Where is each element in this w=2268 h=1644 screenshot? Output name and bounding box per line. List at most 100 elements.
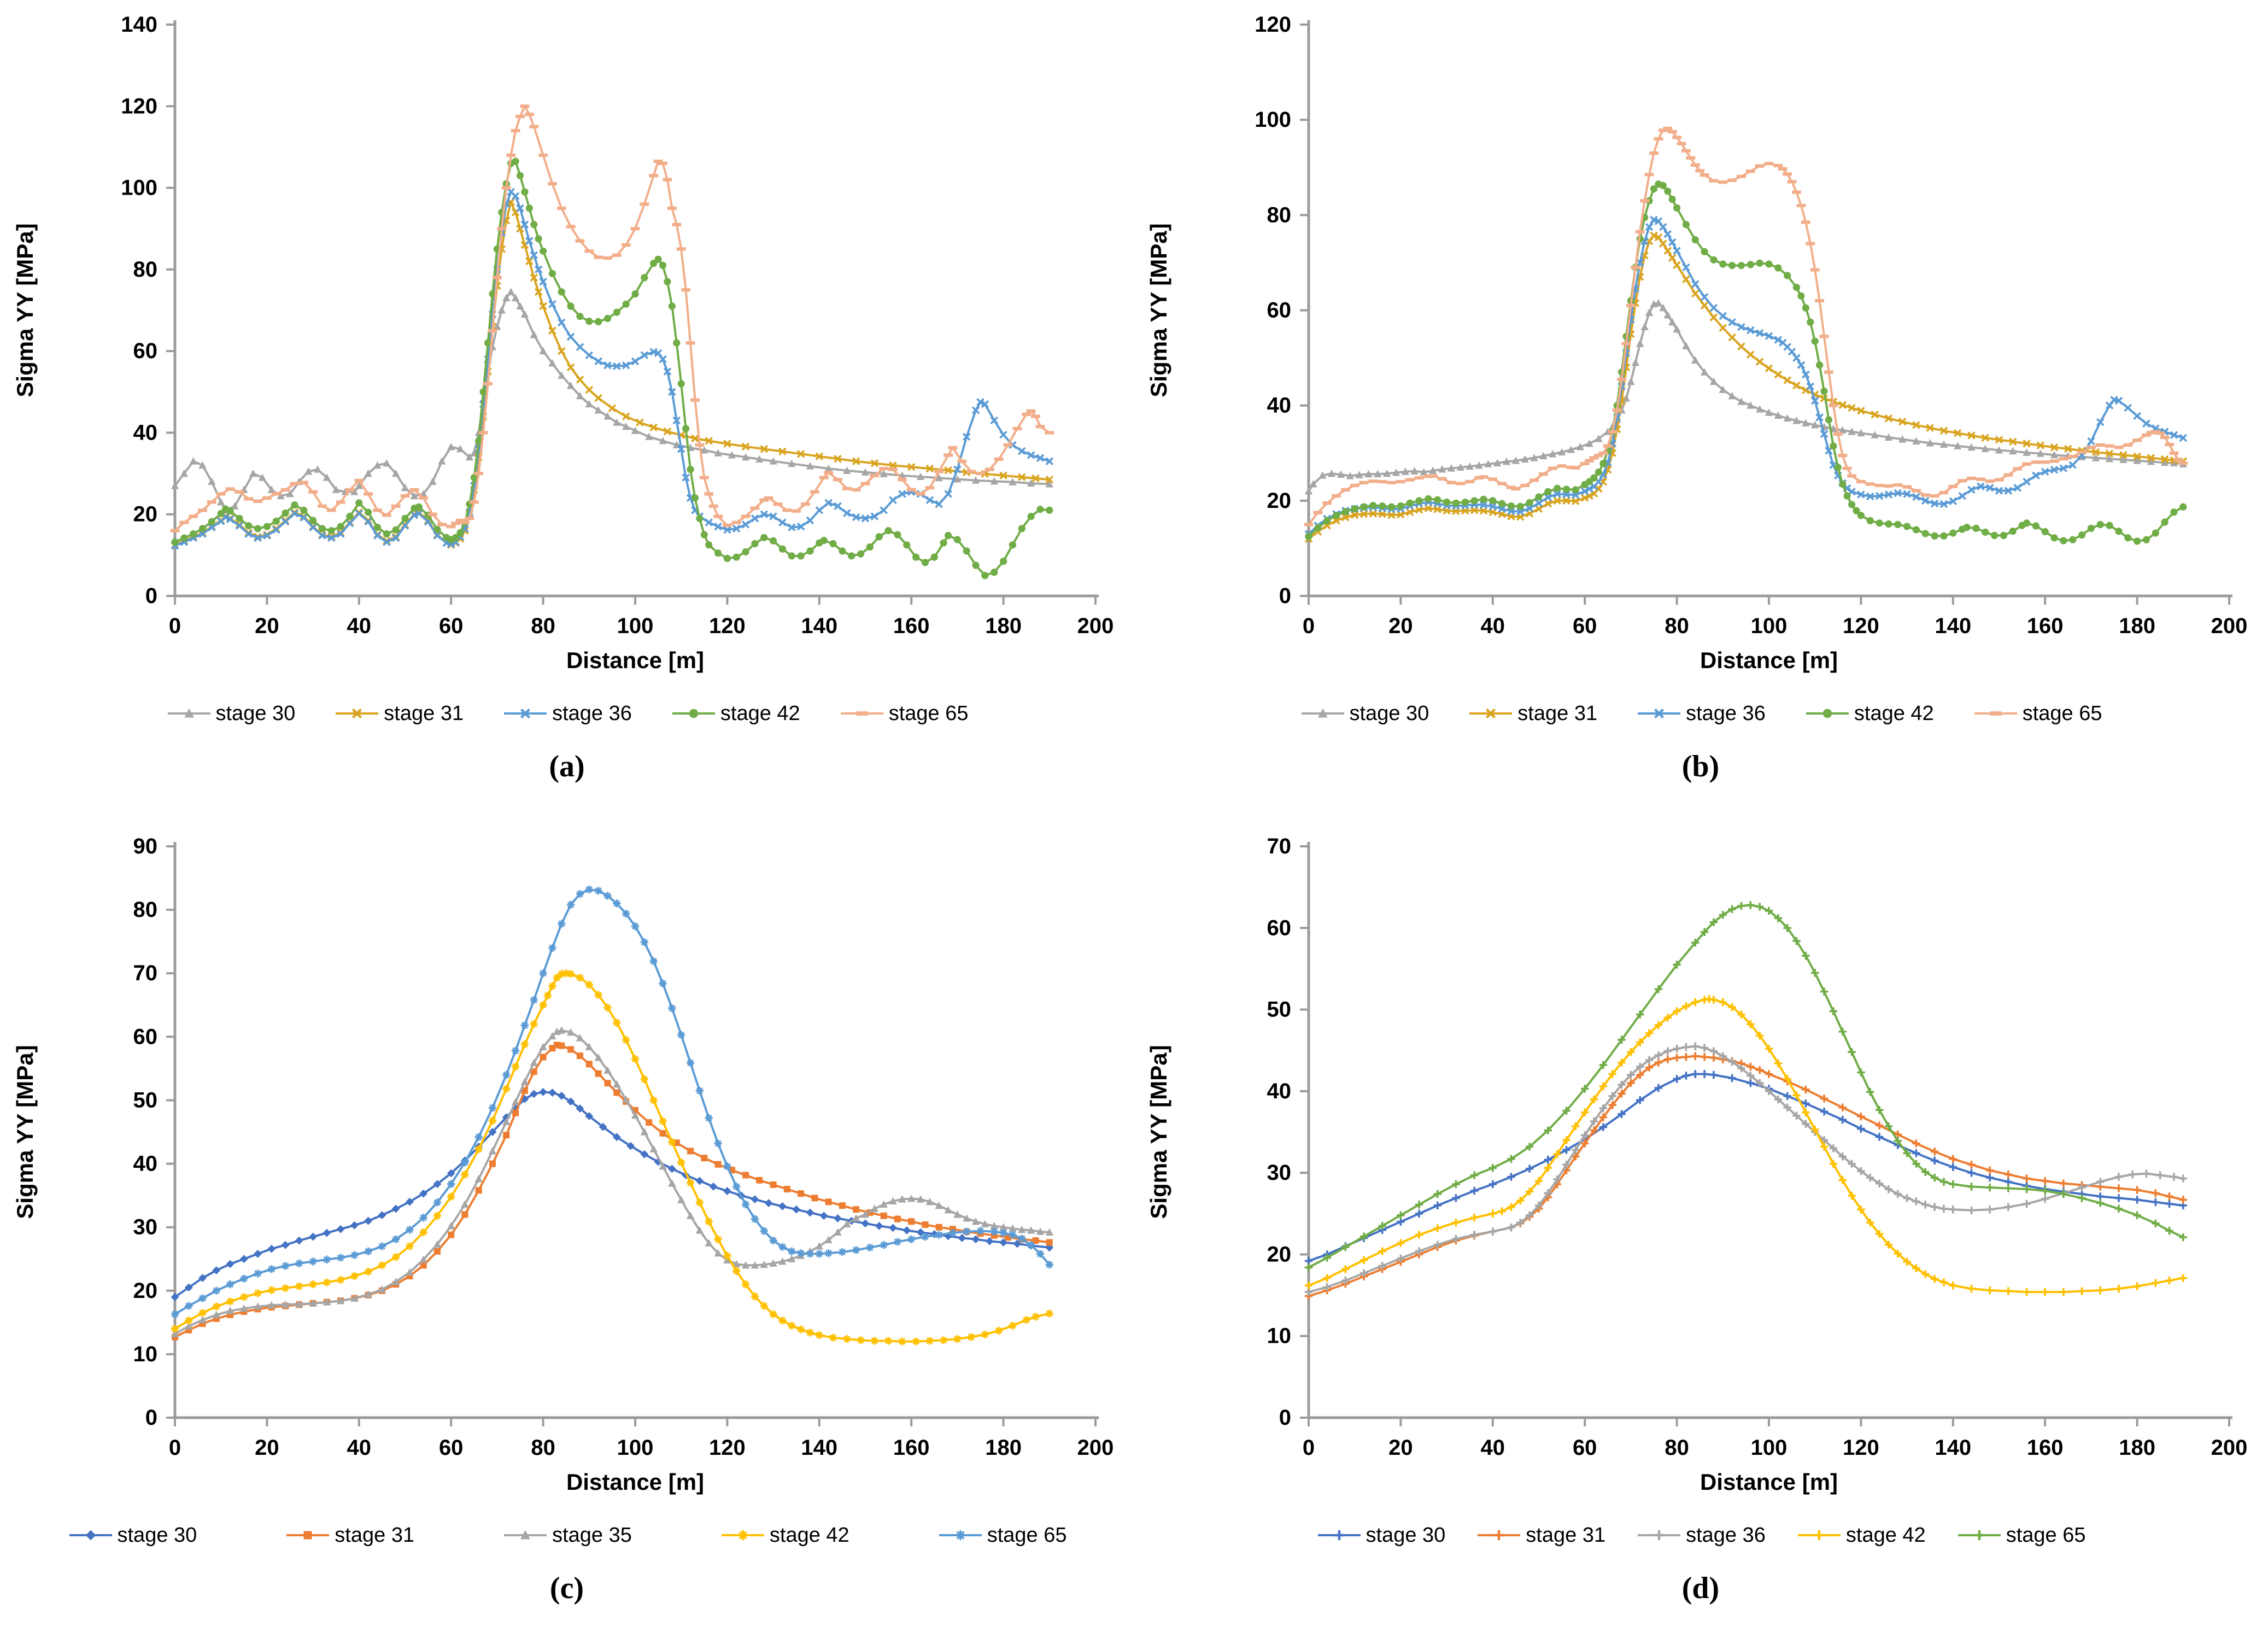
legend-marker-icon [1806,709,1849,718]
series-stage-42 [1305,180,2187,545]
legend-label: stage 30 [1349,701,1429,725]
svg-text:0: 0 [169,614,181,638]
legend-label: stage 30 [117,1523,197,1547]
svg-text:40: 40 [1267,1079,1292,1103]
svg-text:140: 140 [801,614,837,638]
svg-text:80: 80 [1267,203,1292,227]
legend-item-stage-30: stage 30 [1299,702,1429,726]
series-stage-31 [172,1042,1053,1341]
chart-c: 0 10 20 30 40 50 60 70 80 90 0 20 40 60 80 100 120 140 160… [12,834,1114,1495]
svg-text:80: 80 [133,898,158,922]
svg-text:120: 120 [1843,614,1879,638]
legend-item-stage-30: stage 30 [67,1524,197,1547]
series-stage-31 [171,198,1054,549]
panel-b: 0 20 40 60 80 100 120 0 20 40 60 80 100 120 140 160 180 2… [1134,0,2267,822]
svg-text:60: 60 [133,1025,158,1049]
legend-item-stage-65: stage 65 [839,701,969,726]
svg-text:120: 120 [1843,1436,1879,1460]
legend-item-stage-42: stage 42 [1796,1524,1926,1547]
svg-text:20: 20 [255,614,279,638]
series-stage-30 [1304,1070,2187,1265]
series-stage-65 [171,885,1053,1318]
svg-text:100: 100 [617,1436,654,1460]
svg-text:40: 40 [1481,614,1505,638]
legend-marker-icon [286,1531,330,1540]
svg-text:180: 180 [2119,614,2155,638]
legend-marker-icon [1638,708,1681,719]
svg-text:140: 140 [1935,614,1971,638]
svg-text:200: 200 [2211,614,2248,638]
svg-text:60: 60 [1573,1436,1597,1460]
legend-marker-icon [336,708,379,719]
panel-d: 0 10 20 30 40 50 60 70 0 20 40 60 80 100 120 140 160 180 2… [1134,822,2267,1643]
legend-item-stage-65: stage 65 [937,1523,1067,1547]
svg-text:80: 80 [531,614,555,638]
legend-marker-icon [167,708,210,718]
legend-marker-icon [504,708,547,719]
svg-text:120: 120 [709,614,746,638]
svg-text:60: 60 [439,614,464,638]
legend-item-stage-31: stage 31 [1475,1524,1605,1547]
legend-label: stage 31 [1526,1523,1606,1547]
svg-text:70: 70 [1267,834,1292,858]
series-stage-35 [171,1026,1053,1337]
svg-text:140: 140 [121,13,157,37]
svg-text:100: 100 [1751,1436,1788,1460]
legend-marker-icon [1974,711,2017,716]
svg-text:80: 80 [1665,1436,1689,1460]
legend-label: stage 30 [215,701,296,725]
svg-text:20: 20 [1267,1242,1292,1266]
series-stage-65 [170,104,1054,533]
chart-b: 0 20 40 60 80 100 120 0 20 40 60 80 100 120 140 160 180 2… [1146,13,2248,673]
legend-item-stage-30: stage 30 [166,701,296,726]
svg-text:60: 60 [133,339,158,363]
x-axis-title: Distance [m] [1700,1469,1838,1495]
svg-text:20: 20 [1267,489,1292,513]
legend-marker-icon [1958,1530,2001,1540]
legend-item-stage-31: stage 31 [1467,702,1597,726]
svg-text:200: 200 [1077,1436,1114,1460]
svg-text:60: 60 [1573,614,1597,638]
series-stage-65 [1304,901,2187,1272]
legend-item-stage-65: stage 65 [1972,702,2102,726]
legend-label: stage 65 [888,701,969,725]
legend-label: stage 42 [720,701,800,725]
legend-marker-icon [939,1530,982,1540]
legend-item-stage-42: stage 42 [1804,702,1934,726]
legend-item-stage-31: stage 31 [333,702,464,726]
legend-item-stage-36: stage 36 [1636,702,1766,726]
chart-d: 0 10 20 30 40 50 60 70 0 20 40 60 80 100 120 140 160 180 2… [1146,834,2247,1495]
svg-text:40: 40 [1481,1436,1505,1460]
svg-text:90: 90 [133,834,158,858]
svg-text:30: 30 [1267,1161,1292,1185]
legend-item-stage-35: stage 35 [502,1524,632,1547]
legend-d: stage 30 stage 31 stage 36 stage 42 stage 65 [1316,1500,2085,1571]
svg-text:80: 80 [531,1436,555,1460]
legend-b: stage 30 stage 31 stage 36 stage 42 stage 65 [1299,678,2102,749]
caption-d: (d) [1681,1571,1720,1605]
legend-marker-icon [1478,1530,1521,1540]
legend-label: stage 65 [2022,701,2102,725]
legend-marker-icon [672,709,715,718]
svg-text:20: 20 [1388,1436,1413,1460]
svg-text:40: 40 [347,614,372,638]
series-stage-30 [171,1087,1054,1301]
svg-text:0: 0 [1303,614,1315,638]
svg-text:0: 0 [145,1406,157,1430]
legend-marker-icon [1317,1530,1361,1540]
legend-item-stage-31: stage 31 [284,1524,414,1547]
svg-text:40: 40 [133,1152,158,1176]
legend-label: stage 30 [1366,1523,1446,1547]
legend-item-stage-30: stage 30 [1316,1523,1446,1547]
svg-text:140: 140 [1935,1436,1971,1460]
svg-text:160: 160 [2027,614,2064,638]
svg-text:100: 100 [617,614,654,638]
legend-label: stage 42 [1854,701,1934,725]
svg-text:0: 0 [1279,584,1291,608]
legend-label: stage 65 [987,1523,1067,1547]
svg-text:0: 0 [1303,1436,1315,1460]
legend-label: stage 31 [384,701,464,725]
svg-text:180: 180 [985,1436,1022,1460]
series-stage-36 [171,188,1054,550]
